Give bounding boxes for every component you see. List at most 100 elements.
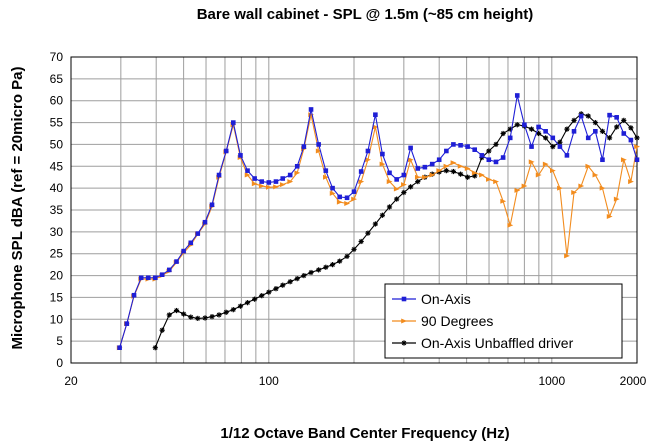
y-tick-label: 65 [50,72,64,86]
data-point-on-axis-unbaffled-driver [280,282,286,288]
data-point-on-axis-unbaffled-driver [550,144,556,150]
y-tick-label: 25 [50,247,64,261]
data-point-on-axis [344,195,350,201]
data-point-on-axis [308,107,314,112]
data-point-on-axis [415,166,421,171]
data-point-on-axis [479,153,485,158]
data-point-on-axis [394,177,399,182]
data-point-90-degrees [393,186,400,192]
plot-frame [70,56,638,364]
y-tick-label: 10 [50,312,64,326]
data-point-on-axis-unbaffled-driver [408,184,414,190]
legend-marker [401,340,407,346]
data-point-90-degrees [251,181,258,187]
legend-item-90-degrees: 90 Degrees [392,313,493,329]
data-point-on-axis-unbaffled-driver [606,135,613,141]
data-point-on-axis-unbaffled-driver [486,148,492,154]
data-point-on-axis [301,144,307,149]
y-tick-label: 70 [50,50,64,64]
data-point-on-axis [166,267,172,273]
data-point-on-axis [564,153,570,158]
legend-marker [401,318,407,324]
data-point-on-axis-unbaffled-driver [585,113,591,119]
data-point-on-axis-unbaffled-driver [202,315,208,321]
data-point-on-axis-unbaffled-driver [443,168,449,174]
data-point-on-axis-unbaffled-driver [592,119,598,126]
data-point-on-axis [351,189,357,194]
legend-box [384,283,623,359]
legend: On-Axis 90 Degrees On-Axis Unbaffled drive… [384,283,623,359]
data-point-on-axis-unbaffled-driver [266,289,272,295]
data-point-on-axis [188,240,194,246]
data-point-90-degrees [634,144,640,150]
data-point-on-axis-unbaffled-driver [599,128,606,134]
data-point-on-axis [316,142,321,147]
data-point-90-degrees [244,172,251,178]
y-tick-label: 40 [50,181,64,195]
data-point-90-degrees [336,199,343,205]
data-point-on-axis [380,151,385,157]
x-axis-label: 1/12 Octave Band Center Frequency (Hz) [220,425,509,442]
data-point-on-axis [444,148,449,154]
data-point-on-axis [536,124,541,130]
data-point-90-degrees [372,124,379,130]
y-tick-label: 30 [50,225,64,239]
data-point-90-degrees [521,183,528,189]
data-point-90-degrees [486,176,492,182]
data-point-on-axis-unbaffled-driver [472,173,478,179]
data-point-90-degrees [628,179,634,185]
data-point-90-degrees [315,148,322,154]
data-point-on-axis-unbaffled-driver [351,246,357,252]
data-point-on-axis [259,179,265,184]
data-point-on-axis [323,168,329,173]
data-point-on-axis [145,275,151,281]
data-point-on-axis [550,135,556,141]
data-point-on-axis-unbaffled-driver [500,130,506,137]
data-point-90-degrees [422,174,428,180]
data-point-on-axis-unbaffled-driver [464,174,471,180]
data-point-90-degrees [323,174,329,180]
data-point-on-axis-unbaffled-driver [152,345,158,351]
y-tick-label: 35 [50,203,64,217]
data-point-on-axis [422,164,428,170]
data-point-90-degrees [549,168,556,174]
data-point-on-axis-unbaffled-driver [358,238,364,245]
data-point-on-axis [330,185,335,191]
data-point-on-axis-unbaffled-driver [514,122,520,128]
data-point-on-axis-unbaffled-driver [181,311,187,317]
data-point-on-axis-unbaffled-driver [252,296,258,302]
legend-item-on-axis: On-Axis [392,291,471,307]
data-point-on-axis-unbaffled-driver [450,168,456,175]
data-point-90-degrees [351,196,357,202]
data-point-on-axis-unbaffled-driver [188,314,194,320]
data-point-on-axis [401,172,407,178]
data-point-on-axis [493,159,499,165]
data-point-on-axis-unbaffled-driver [557,139,563,145]
x-tick-label: 100 [259,374,279,388]
data-point-90-degrees [564,253,570,259]
data-point-90-degrees [493,179,499,185]
data-point-on-axis [387,170,392,176]
y-axis-ticks: 0 5 10 15 20 25 30 35 40 45 50 55 60 65 70 [50,50,64,370]
y-tick-label: 5 [56,334,63,348]
data-point-on-axis [429,161,435,167]
data-point-on-axis-unbaffled-driver [379,212,386,218]
y-tick-label: 45 [50,159,64,173]
data-point-on-axis [202,219,208,225]
data-point-on-axis-unbaffled-driver [493,141,499,148]
data-point-on-axis [294,163,300,169]
x-tick-label: 1000 [538,374,565,388]
data-point-90-degrees [571,190,578,196]
data-point-on-axis [117,345,122,350]
data-point-on-axis [514,93,520,98]
data-point-90-degrees [386,179,393,185]
data-point-on-axis [571,129,577,134]
data-point-90-degrees [429,172,436,178]
data-point-on-axis [287,172,293,178]
data-point-90-degrees [365,157,371,163]
data-point-on-axis-unbaffled-driver [365,230,371,236]
data-point-on-axis-unbaffled-driver [372,221,378,227]
data-point-on-axis-unbaffled-driver [209,314,215,320]
data-point-on-axis [238,153,243,158]
